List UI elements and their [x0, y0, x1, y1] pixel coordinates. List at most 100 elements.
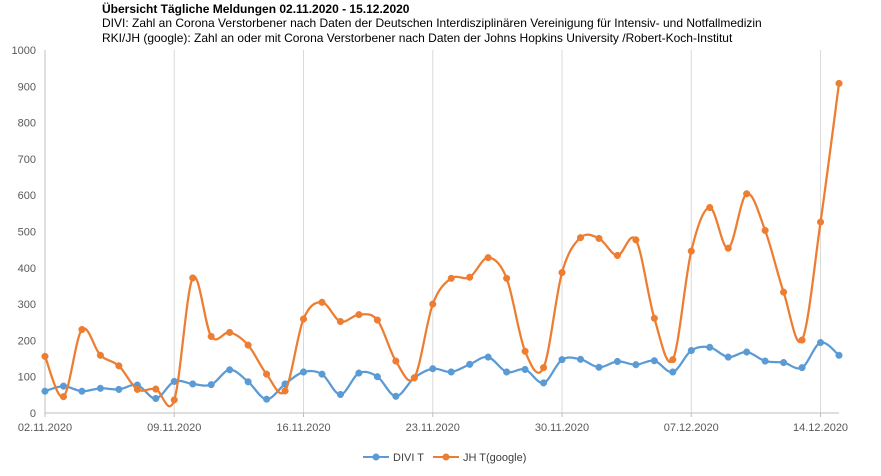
data-point-jh-16: [336, 317, 344, 326]
data-point-jh-22: [447, 274, 455, 282]
data-point-jh-30: [595, 234, 603, 242]
data-point-divi-11: [244, 378, 252, 386]
data-point-jh-17: [355, 311, 363, 319]
x-tick-label-0: 02.11.2020: [18, 422, 72, 434]
data-point-divi-24: [484, 353, 492, 361]
data-point-divi-22: [447, 368, 455, 376]
legend-marker-divi: [372, 453, 380, 461]
data-point-divi-34: [669, 368, 677, 376]
series-line-jh: [43, 83, 841, 408]
data-point-divi-37: [724, 353, 732, 361]
data-point-jh-10: [226, 328, 234, 336]
x-tick-label-2: 16.11.2020: [276, 422, 330, 434]
data-point-jh-42: [816, 218, 825, 226]
data-point-jh-29: [576, 234, 585, 242]
data-point-divi-38: [743, 348, 751, 356]
data-point-jh-28: [558, 268, 566, 277]
legend-item-divi: DIVI T: [363, 452, 424, 464]
data-point-divi-12: [263, 395, 271, 403]
data-point-divi-39: [761, 357, 769, 365]
data-point-jh-4: [115, 362, 123, 370]
data-point-divi-43: [835, 351, 843, 359]
data-point-divi-26: [521, 365, 529, 373]
data-point-divi-0: [41, 387, 49, 395]
data-point-jh-35: [687, 247, 695, 255]
data-point-divi-9: [207, 381, 215, 389]
x-tick-label-4: 30.11.2020: [535, 422, 589, 434]
data-point-jh-3: [96, 351, 104, 359]
data-point-divi-23: [466, 360, 474, 368]
data-point-jh-38: [743, 190, 751, 198]
data-point-divi-21: [429, 365, 437, 373]
data-point-jh-14: [299, 315, 308, 323]
data-point-divi-1: [59, 382, 68, 390]
data-point-divi-29: [576, 355, 585, 363]
data-point-jh-24: [484, 254, 492, 262]
data-point-divi-17: [355, 369, 363, 377]
y-tick-label-0: 0: [30, 408, 36, 420]
data-point-jh-11: [244, 341, 252, 349]
chart-title: Übersicht Tägliche Meldungen 02.11.2020 …: [102, 1, 410, 16]
data-point-divi-31: [613, 357, 621, 366]
series-jh: [41, 79, 843, 408]
data-point-jh-39: [761, 226, 769, 234]
data-point-jh-1: [59, 393, 68, 401]
x-tick-label-3: 23.11.2020: [406, 422, 460, 434]
x-tick-label-1: 09.11.2020: [147, 422, 201, 434]
data-point-jh-43: [835, 79, 843, 87]
data-point-divi-32: [632, 361, 640, 369]
data-point-divi-27: [540, 379, 548, 387]
data-point-divi-18: [373, 373, 381, 381]
series-divi: [41, 339, 843, 403]
data-point-divi-33: [650, 357, 658, 365]
legend-label-divi: DIVI T: [393, 452, 424, 464]
data-point-jh-37: [724, 244, 732, 252]
y-tick-label-900: 900: [18, 81, 36, 93]
data-point-divi-42: [816, 339, 825, 347]
data-point-jh-27: [540, 364, 548, 372]
data-point-jh-20: [410, 374, 418, 382]
data-point-jh-13: [281, 387, 289, 395]
data-point-jh-21: [429, 300, 437, 308]
data-point-divi-25: [503, 368, 511, 376]
data-point-jh-34: [669, 356, 677, 364]
data-point-jh-41: [798, 336, 806, 344]
data-point-divi-8: [189, 380, 197, 388]
data-point-jh-9: [207, 332, 215, 340]
legend-marker-jh: [442, 453, 450, 461]
data-point-divi-19: [392, 392, 400, 400]
gridlines: [44, 50, 822, 413]
data-point-jh-36: [706, 203, 714, 212]
data-point-divi-10: [226, 366, 234, 374]
legend-item-jh: JH T(google): [433, 452, 526, 464]
y-tick-label-600: 600: [18, 190, 36, 202]
y-tick-label-700: 700: [18, 154, 36, 166]
data-point-divi-35: [687, 347, 695, 355]
chart-subtitle-line-1: DIVI: Zahl an Corona Verstorbener nach D…: [102, 16, 762, 30]
data-point-jh-6: [152, 385, 160, 393]
data-point-jh-5: [133, 385, 141, 393]
x-tick-label-6: 14.12.2020: [793, 422, 848, 434]
y-tick-label-1000: 1000: [12, 45, 36, 57]
data-point-divi-6: [152, 394, 160, 403]
data-point-jh-31: [613, 251, 621, 260]
legend-label-jh: JH T(google): [463, 452, 526, 464]
data-point-divi-41: [798, 364, 806, 372]
legend: DIVI T JH T(google): [363, 452, 526, 464]
data-point-divi-16: [336, 390, 344, 399]
x-tick-label-5: 07.12.2020: [664, 422, 719, 434]
data-point-jh-8: [189, 274, 197, 282]
data-point-jh-15: [318, 298, 326, 306]
series: [41, 79, 843, 408]
data-point-divi-36: [706, 343, 714, 351]
data-point-divi-40: [780, 358, 788, 367]
data-point-divi-30: [595, 363, 603, 371]
data-point-divi-2: [78, 387, 86, 395]
y-tick-label-300: 300: [18, 299, 36, 311]
y-tick-label-500: 500: [18, 227, 36, 239]
data-point-jh-18: [373, 316, 381, 324]
data-point-jh-32: [632, 236, 640, 244]
data-point-divi-3: [96, 384, 104, 392]
